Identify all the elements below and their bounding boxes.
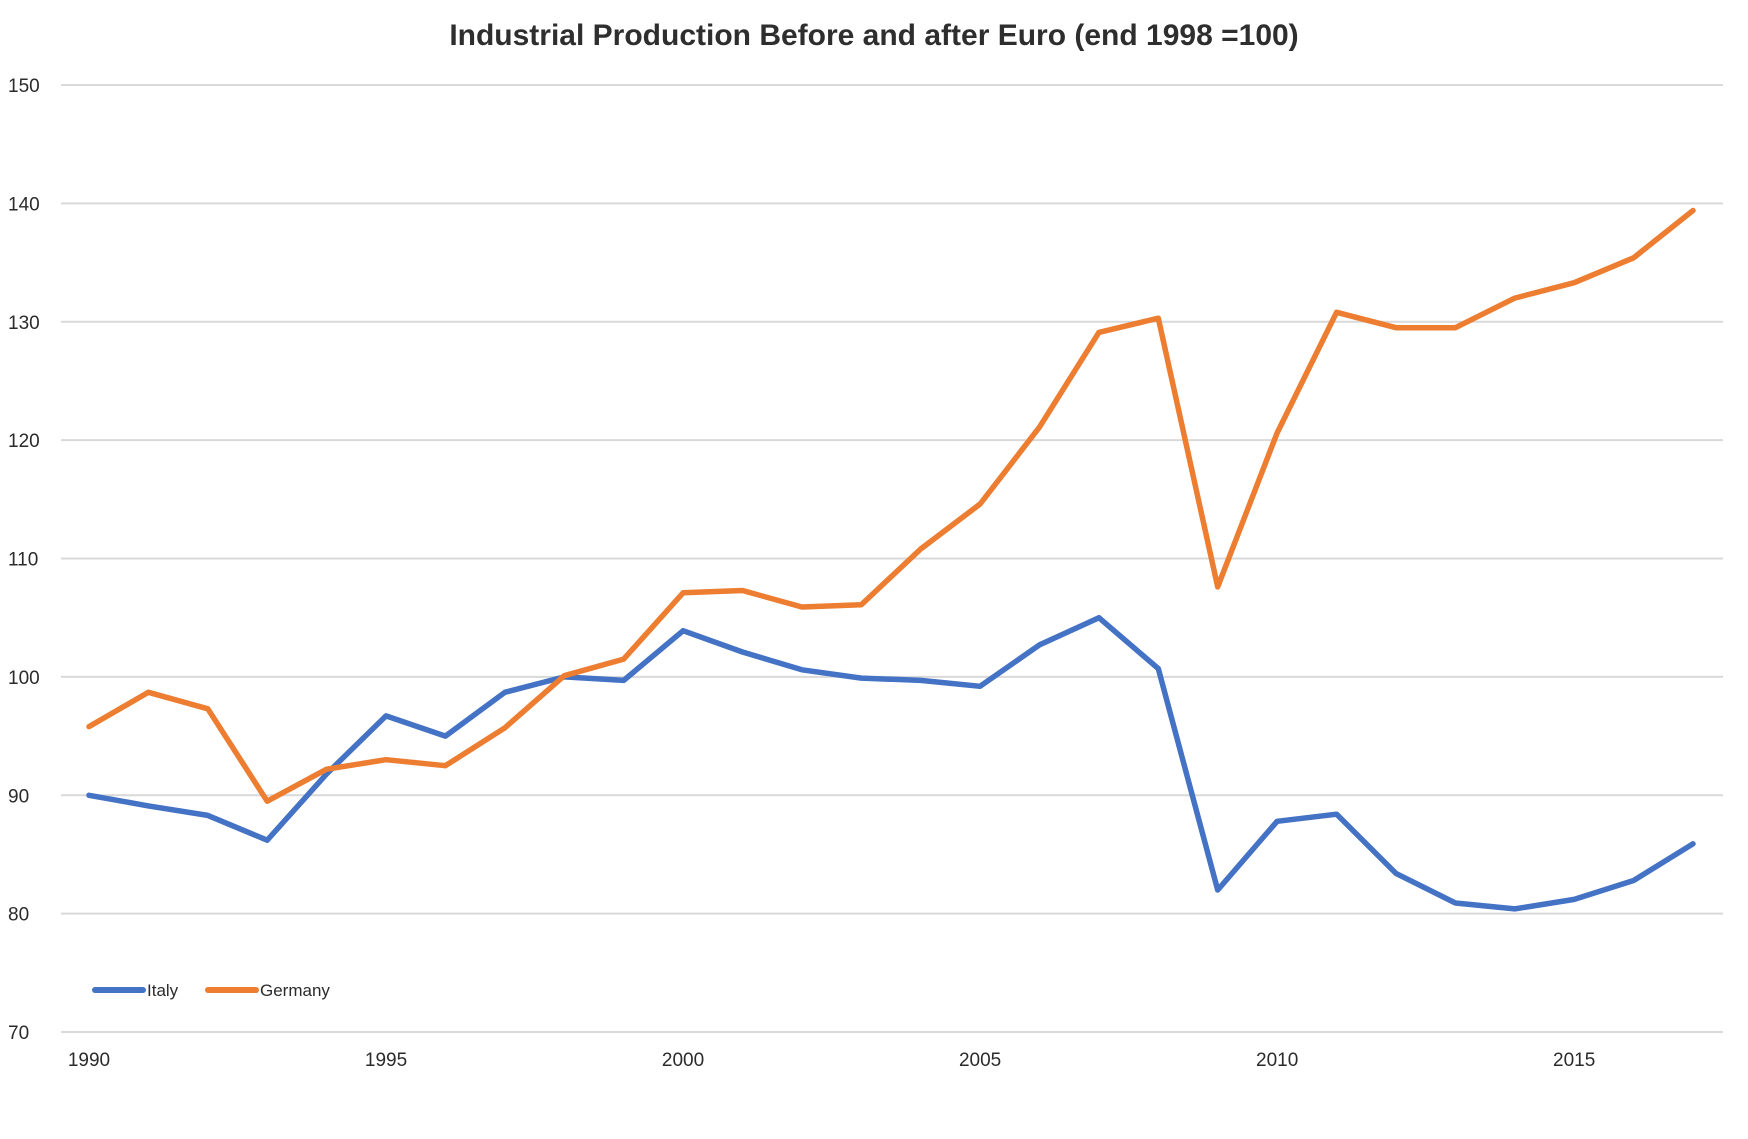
x-tick-label: 2010 xyxy=(1256,1050,1298,1071)
chart-title: Industrial Production Before and after E… xyxy=(449,19,1298,52)
legend-label: Italy xyxy=(147,981,179,1000)
x-tick-label: 1990 xyxy=(68,1050,110,1071)
y-tick-label: 100 xyxy=(8,668,40,689)
legend-item-italy[interactable]: Italy xyxy=(92,981,179,1000)
legend-label: Germany xyxy=(260,981,330,1000)
y-tick-label: 120 xyxy=(8,431,40,452)
x-axis-ticks: 1990 1995 2000 2005 2010 2015 xyxy=(68,1050,1595,1071)
legend: Italy Germany xyxy=(92,981,330,1000)
y-tick-label: 140 xyxy=(8,194,40,215)
series-lines xyxy=(86,207,1696,912)
x-tick-label: 2000 xyxy=(662,1050,704,1071)
x-tick-label: 2015 xyxy=(1553,1050,1595,1071)
y-tick-label: 130 xyxy=(8,313,40,334)
series-line-italy xyxy=(86,614,1696,912)
y-axis-ticks: 70 80 90 100 110 120 130 140 150 xyxy=(8,76,40,1044)
gridlines xyxy=(61,84,1723,1033)
x-tick-label: 2005 xyxy=(959,1050,1001,1071)
y-tick-label: 80 xyxy=(8,905,29,926)
series-line-germany xyxy=(86,207,1696,804)
y-tick-label: 110 xyxy=(8,550,38,571)
y-tick-label: 90 xyxy=(8,786,29,807)
y-tick-label: 70 xyxy=(8,1023,29,1044)
x-tick-label: 1995 xyxy=(365,1050,407,1071)
y-tick-label: 150 xyxy=(8,76,40,97)
legend-item-germany[interactable]: Germany xyxy=(205,981,330,1000)
